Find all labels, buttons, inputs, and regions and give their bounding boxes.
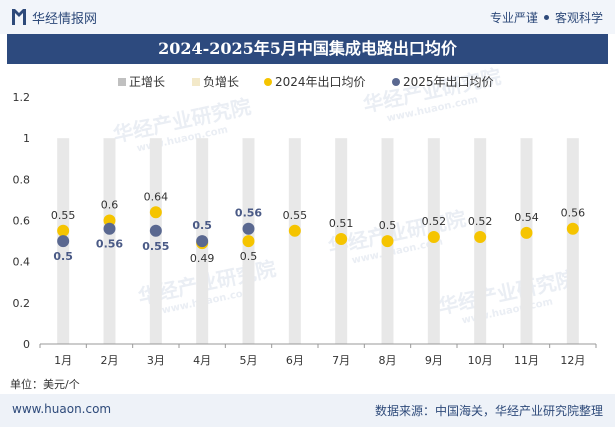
legend-swatch-0 [118,78,126,86]
legend-label-0: 正增长 [129,75,165,89]
label-2025-3: 0.55 [142,240,169,253]
label-2024-12: 0.56 [561,207,586,220]
bar-6 [288,138,301,344]
x-tick-label: 12月 [560,354,585,367]
point-2024-12 [566,222,579,235]
label-2025-4: 0.5 [192,219,212,232]
label-2024-4: 0.49 [190,252,215,265]
point-2024-5 [242,235,255,248]
slogan-right: 客观科学 [554,11,603,25]
point-2024-9 [427,230,440,243]
legend-label-2: 2024年出口均价 [275,75,366,89]
point-2024-3 [149,206,162,219]
label-2024-9: 0.52 [422,215,447,228]
chart-title: 2024-2025年5月中国集成电路出口均价 [7,34,608,64]
label-2024-2: 0.6 [101,199,119,212]
x-tick-label: 7月 [332,354,350,367]
x-tick-label: 3月 [147,354,165,367]
label-2024-8: 0.5 [379,219,397,232]
x-tick-label: 9月 [425,354,443,367]
y-tick-label: 1 [23,132,30,145]
logo-icon [12,9,26,25]
y-tick-label: 0.8 [13,173,31,186]
unit-label: 单位：美元/个 [10,378,80,391]
label-2024-11: 0.54 [514,211,539,224]
point-2024-1 [57,224,70,237]
legend-label-3: 2025年出口均价 [403,75,494,89]
point-2024-10 [474,230,487,243]
legend-swatch-1 [192,78,200,86]
bar-2 [103,138,116,344]
label-2024-6: 0.55 [283,209,308,222]
label-2024-1: 0.55 [51,209,76,222]
bar-11 [520,138,533,344]
point-2025-5 [242,222,255,235]
footer-website[interactable]: www.huaon.com [12,402,112,416]
y-tick-label: 0.4 [13,256,31,269]
label-2024-7: 0.51 [329,217,354,230]
point-2025-1 [57,235,70,248]
point-2024-7 [335,233,348,246]
footer-source: 数据来源：中国海关，华经产业研究院整理 [374,404,603,418]
bar-12 [566,138,579,344]
label-2025-1: 0.5 [53,250,73,263]
header-bar: 华经情报网 专业严谨 客观科学 [0,0,615,34]
y-tick-label: 0.6 [13,215,31,228]
footer-bar: www.huaon.com 数据来源：中国海关，华经产业研究院整理 [0,394,615,427]
bar-3 [149,138,162,344]
x-tick-label: 6月 [286,354,304,367]
point-2024-6 [288,224,301,237]
legend-swatch-2 [264,78,272,86]
slogan-left: 专业严谨 [489,11,538,25]
slogan: 专业严谨 客观科学 [490,9,603,26]
point-2024-11 [520,226,533,239]
brand-name: 华经情报网 [32,11,98,27]
x-tick-label: 4月 [193,354,211,367]
y-tick-label: 0 [23,338,30,351]
slogan-dot-icon [543,15,549,20]
label-2025-2: 0.56 [96,238,123,251]
point-2025-4 [196,235,209,248]
point-2025-3 [149,224,162,237]
point-2025-2 [103,222,116,235]
x-tick-label: 8月 [379,354,397,367]
y-tick-label: 0.2 [13,297,31,310]
label-2025-5: 0.56 [235,207,262,220]
x-tick-label: 2月 [101,354,119,367]
point-2024-8 [381,235,394,248]
x-tick-label: 11月 [514,354,539,367]
label-2024-3: 0.64 [144,190,169,203]
x-tick-label: 10月 [468,354,493,367]
label-2024-10: 0.52 [468,215,493,228]
y-tick-label: 1.2 [13,91,31,104]
legend-label-1: 负增长 [203,75,239,89]
x-tick-label: 1月 [54,354,72,367]
brand[interactable]: 华经情报网 [12,8,98,27]
x-tick-label: 5月 [240,354,258,367]
chart-area: 华经产业研究院www.huaon.com华经产业研究院www.huaon.com… [13,64,597,367]
point-2024-2 [103,214,116,227]
label-2024-5: 0.5 [240,250,258,263]
legend-swatch-3 [392,78,400,86]
